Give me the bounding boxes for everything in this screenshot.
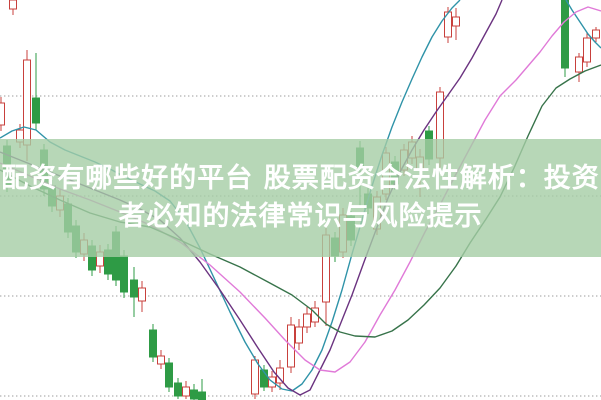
candle-up — [303, 307, 311, 333]
candle-up — [295, 319, 303, 350]
candle-down — [561, 0, 569, 77]
candle-down — [165, 358, 173, 392]
candle-up — [138, 281, 146, 312]
candle-up — [0, 97, 5, 131]
title-overlay-band: 配资有哪些好的平台 股票配资合法性解析：投资 者必知的法律常识与风险提示 — [0, 139, 601, 257]
ma-teal-right — [565, 0, 601, 49]
candle-down — [190, 384, 198, 400]
candle-up — [182, 381, 190, 399]
candle-down — [198, 379, 206, 400]
candle-up — [311, 301, 319, 327]
candle-down — [32, 53, 40, 130]
candle-up — [287, 317, 295, 373]
candle-up — [583, 32, 591, 67]
candle-down — [260, 365, 268, 391]
candle-down — [174, 378, 182, 399]
candle-up — [452, 8, 460, 40]
candle-up — [9, 0, 17, 15]
title-line-1: 配资有哪些好的平台 股票配资合法性解析：投资 — [1, 162, 600, 194]
title-line-2: 者必知的法律常识与风险提示 — [118, 200, 483, 232]
candle-down — [130, 267, 138, 317]
candle-up — [575, 53, 583, 82]
candle-down — [120, 250, 128, 298]
candle-up — [157, 350, 165, 369]
candle-down — [149, 324, 157, 362]
candle-up — [592, 27, 600, 42]
